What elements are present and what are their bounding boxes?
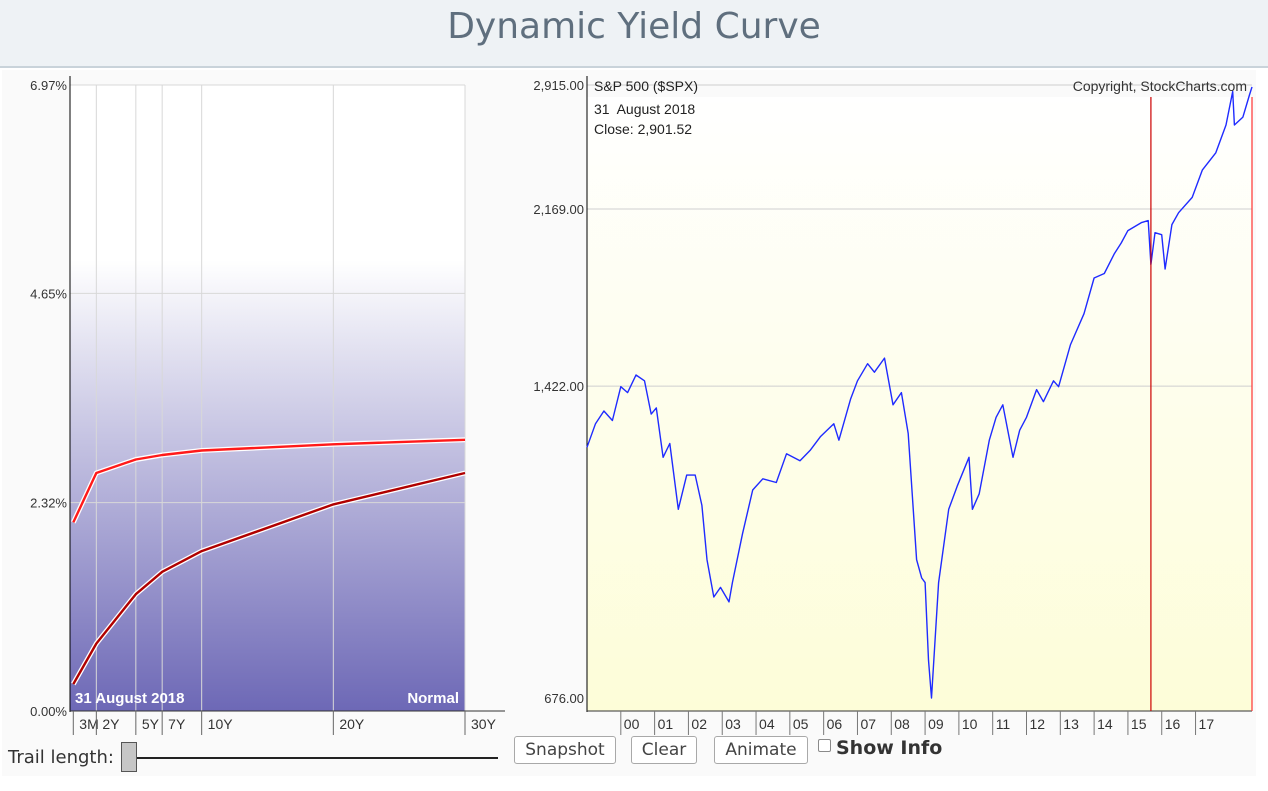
yield-x-tick-label: 5Y [142, 716, 160, 732]
spx-x-tick-label: 06 [827, 716, 843, 732]
spx-price-line [586, 86, 1253, 699]
spx-x-tick-label: 05 [793, 716, 809, 732]
header-bar: Dynamic Yield Curve [0, 0, 1268, 68]
yield-y-tick-label: 6.97% [30, 78, 67, 93]
spx-x-tick-label: 01 [658, 716, 674, 732]
spx-x-tick-label: 14 [1097, 716, 1113, 732]
yield-curve-line [72, 438, 466, 523]
animate-button[interactable]: Animate [714, 736, 808, 764]
spx-date: 31 August 2018 [594, 101, 695, 117]
spx-x-tick-label: 10 [962, 716, 978, 732]
copyright-label: Copyright, StockCharts.com [1073, 78, 1247, 94]
yield-plot-background [70, 85, 465, 711]
yield-curve-line [72, 471, 466, 685]
page-title: Dynamic Yield Curve [447, 6, 821, 47]
trail-length-slider-track[interactable] [128, 757, 498, 759]
spx-x-tick-label: 17 [1199, 716, 1215, 732]
show-info-checkbox[interactable] [818, 739, 831, 752]
spx-close: Close: 2,901.52 [594, 121, 692, 137]
yield-curve-state-label: Normal [407, 690, 459, 707]
show-info-label[interactable]: Show Info [836, 737, 943, 759]
yield-x-tick-label: 20Y [339, 716, 365, 732]
yield-curve-chart: 6.97% 4.65% 2.32% 0.00% 3M 2Y 5Y 7Y 10Y 20Y 30Y 3… [30, 76, 505, 735]
spx-y-tick-label: 2,169.00 [533, 202, 584, 217]
spx-chart: 2,915.00 2,169.00 1,422.00 676.00 00 01 02 03 0… [533, 76, 1253, 735]
spx-x-tick-label: 09 [928, 716, 944, 732]
yield-date-label: 31 August 2018 [75, 690, 185, 707]
yield-y-tick-label: 2.32% [30, 496, 67, 511]
snapshot-button[interactable]: Snapshot [514, 736, 616, 764]
spx-x-tick-label: 03 [725, 716, 741, 732]
spx-x-tick-label: 04 [759, 716, 775, 732]
spx-x-tick-label: 12 [1030, 716, 1046, 732]
clear-button[interactable]: Clear [631, 736, 697, 764]
yield-y-tick-label: 4.65% [30, 286, 67, 301]
spx-x-tick-label: 13 [1063, 716, 1079, 732]
spx-x-tick-label: 02 [691, 716, 707, 732]
yield-y-tick-label: 0.00% [30, 704, 67, 719]
yield-x-tick-label: 7Y [168, 716, 186, 732]
yield-x-tick-label: 2Y [102, 716, 120, 732]
spx-x-tick-label: 08 [894, 716, 910, 732]
spx-plot-background [587, 97, 1252, 711]
spx-x-tick-label: 00 [624, 716, 640, 732]
spx-title: S&P 500 ($SPX) [594, 78, 698, 94]
trail-length-label: Trail length: [8, 747, 114, 768]
yield-x-tick-label: 3M [79, 716, 98, 732]
spx-x-tick-label: 07 [860, 716, 876, 732]
yield-x-tick-label: 30Y [471, 716, 497, 732]
trail-length-slider-handle[interactable] [121, 742, 137, 772]
yield-x-tick-label: 10Y [208, 716, 234, 732]
spx-y-tick-label: 2,915.00 [533, 78, 584, 93]
spx-y-tick-label: 676.00 [544, 691, 584, 706]
spx-x-tick-label: 11 [996, 716, 1011, 732]
spx-x-tick-label: 16 [1165, 716, 1181, 732]
spx-y-tick-label: 1,422.00 [533, 379, 584, 394]
spx-x-tick-label: 15 [1131, 716, 1147, 732]
